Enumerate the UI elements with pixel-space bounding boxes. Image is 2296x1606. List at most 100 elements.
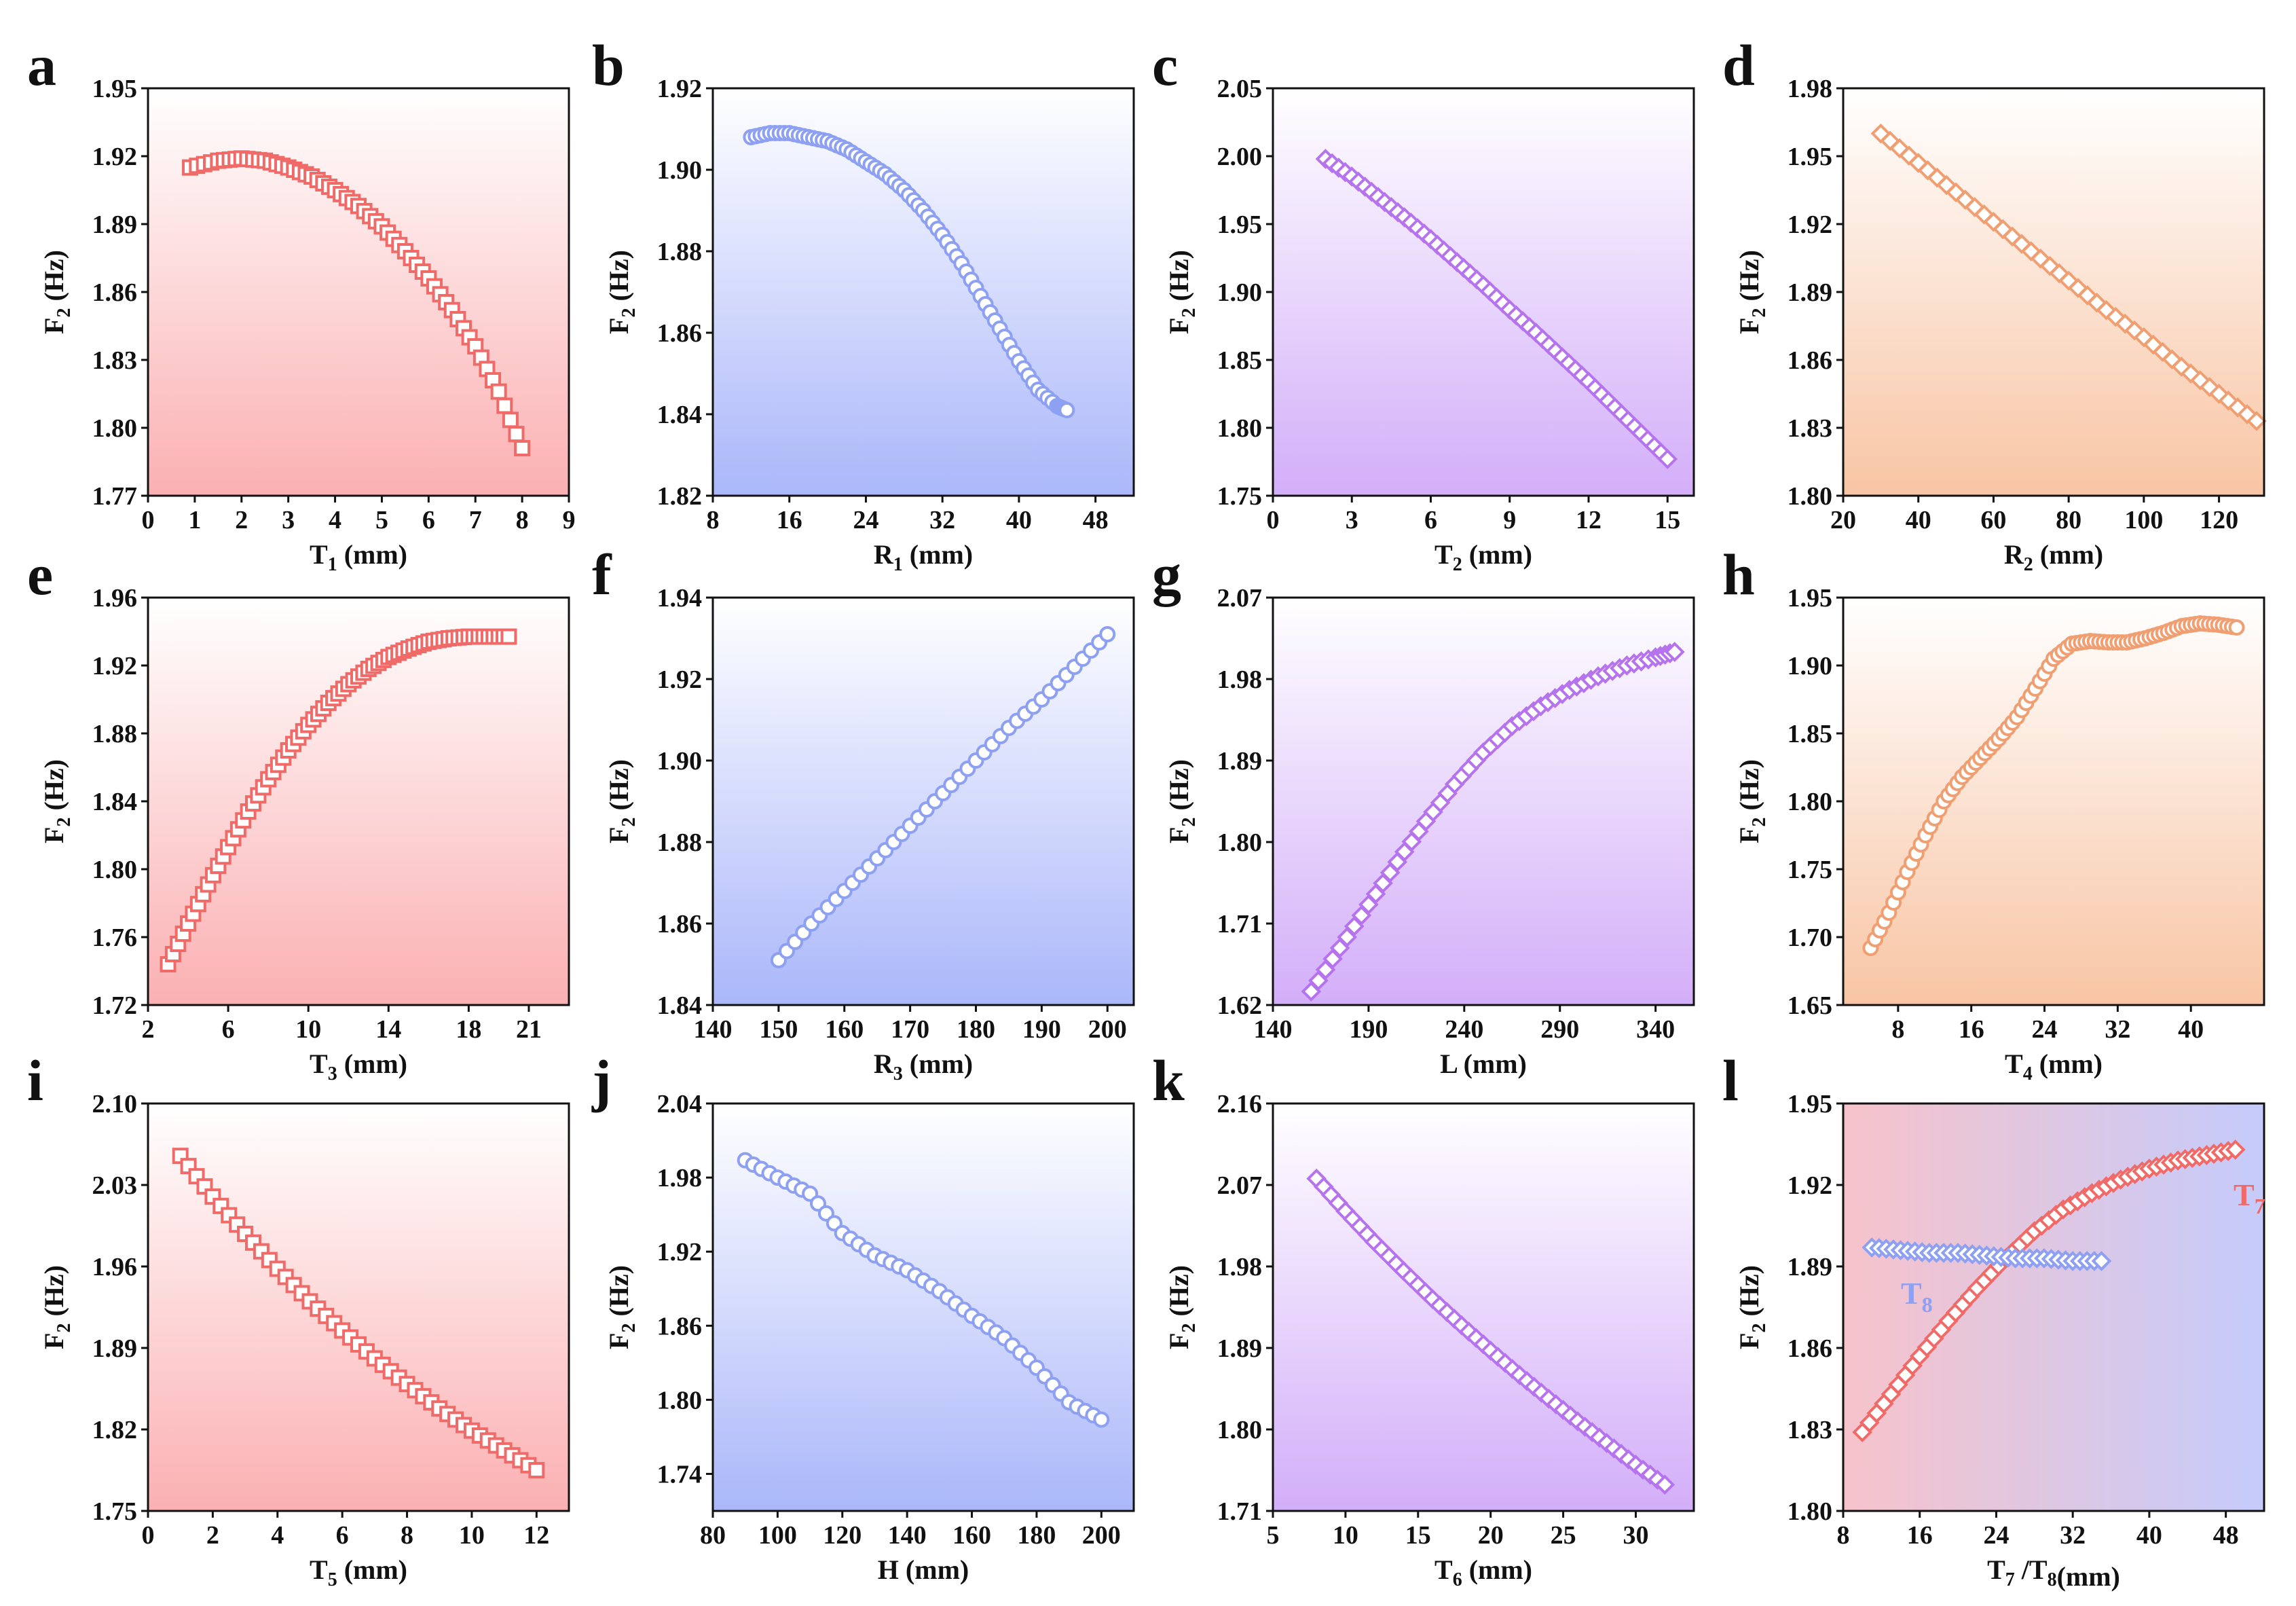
plot-frame <box>711 87 1135 497</box>
series-markers <box>770 626 1116 968</box>
y-tick-label: 1.83 <box>1788 414 1833 443</box>
y-tick-label: 2.07 <box>1217 1171 1263 1200</box>
y-axis-label: F2 (Hz) <box>39 1265 75 1349</box>
plot-background <box>148 598 569 1005</box>
panel-letter-f: f <box>592 542 612 607</box>
x-axis-label: T4 (mm) <box>2005 1048 2103 1084</box>
x-tick-label: 1 <box>188 506 201 534</box>
panel-e: 2 6 10 14 18 21 1.72 1.76 1.80 1.84 1.88 1.92 1.96 T3… <box>27 542 570 1084</box>
y-axis-label: F2 (Hz) <box>604 759 640 843</box>
y-tick-label: 1.65 <box>1788 991 1833 1020</box>
x-tick-label: 200 <box>1088 1015 1127 1044</box>
y-tick-label: 1.74 <box>657 1460 703 1489</box>
series-markers <box>1870 123 2267 431</box>
y-tick-label: 2.16 <box>1217 1090 1263 1118</box>
panel-f: 140 150 160 170 180 190 200 1.84 1.86 1.88 1.90 1.9… <box>592 542 1135 1084</box>
x-tick-label: 240 <box>1445 1015 1483 1044</box>
x-axis-label: T2 (mm) <box>1434 539 1532 575</box>
y-tick-label: 1.92 <box>92 652 138 680</box>
series-label-t8: T8 <box>1901 1276 1933 1317</box>
x-tick-label: 6 <box>222 1015 235 1044</box>
data-point <box>1099 626 1116 642</box>
x-axis-label: R2 (mm) <box>2004 539 2103 575</box>
panel-letter-g: g <box>1152 542 1181 607</box>
x-tick-label: 4 <box>271 1521 284 1550</box>
x-tick-label: 180 <box>1017 1521 1056 1550</box>
data-point <box>1058 402 1075 418</box>
y-tick-label: 1.92 <box>657 1238 703 1266</box>
panel-letter-h: h <box>1722 542 1755 607</box>
x-tick-label: 80 <box>2056 506 2081 534</box>
y-tick-label: 1.96 <box>92 584 138 613</box>
x-tick-label: 25 <box>1551 1521 1576 1550</box>
x-tick-label: 48 <box>2213 1521 2239 1550</box>
y-tick-label: 1.75 <box>1788 856 1833 884</box>
series-markers <box>743 125 1075 418</box>
y-tick-label: 1.83 <box>1788 1416 1833 1444</box>
y-tick-label: 1.89 <box>92 211 138 239</box>
x-tick-label: 24 <box>853 506 878 534</box>
plot-background <box>713 1103 1134 1511</box>
y-axis-label: F2 (Hz) <box>1164 759 1200 843</box>
y-axis-label: F2 (Hz) <box>1734 250 1770 334</box>
y-tick-label: 1.80 <box>1788 1497 1833 1526</box>
plot-background <box>713 88 1134 496</box>
x-axis-label: R3 (mm) <box>874 1048 973 1084</box>
x-tick-label: 100 <box>758 1521 797 1550</box>
series-markers <box>160 628 517 972</box>
x-tick-label: 190 <box>1349 1015 1388 1044</box>
panel-letter-c: c <box>1152 33 1178 98</box>
y-tick-label: 1.89 <box>1788 1253 1833 1281</box>
y-tick-label: 1.90 <box>657 747 703 775</box>
y-tick-label: 1.62 <box>1217 991 1263 1020</box>
y-tick-label: 1.80 <box>1788 788 1833 816</box>
y-tick-label: 1.70 <box>1788 924 1833 952</box>
plot-frame <box>1842 1102 2265 1512</box>
x-tick-label: 32 <box>929 506 955 534</box>
x-axis-label: T5 (mm) <box>310 1554 407 1590</box>
y-tick-label: 1.98 <box>657 1164 703 1192</box>
data-point <box>514 440 531 456</box>
series-markers <box>172 1148 545 1478</box>
data-point <box>2246 411 2267 431</box>
x-tick-label: 40 <box>1006 506 1032 534</box>
x-tick-label: 150 <box>759 1015 798 1044</box>
y-tick-label: 1.92 <box>92 143 138 171</box>
x-tick-label: 40 <box>2136 1521 2162 1550</box>
panel-i: 0 2 4 6 8 10 12 1.75 1.82 1.89 1.96 2.03 2.10 T5 (mm)… <box>27 1048 570 1590</box>
x-tick-label: 3 <box>1346 506 1358 534</box>
x-tick-label: 200 <box>1082 1521 1121 1550</box>
y-tick-label: 1.83 <box>92 346 138 375</box>
series-markers <box>182 150 531 456</box>
x-tick-label: 340 <box>1636 1015 1675 1044</box>
y-tick-label: 1.75 <box>92 1497 138 1526</box>
x-tick-label: 30 <box>1623 1521 1648 1550</box>
x-tick-label: 140 <box>694 1015 733 1044</box>
series-markers <box>1862 615 2245 956</box>
panel-g: 140 190 240 290 340 1.62 1.71 1.80 1.89 1.98 2.07 L… <box>1152 542 1695 1079</box>
data-point <box>2228 619 2245 636</box>
panel-a: 0 1 2 3 4 5 6 7 8 9 1.77 1.80 1.83 1.86 1.89 1.92 1.95 T1… <box>27 33 576 575</box>
panel-letter-l: l <box>1722 1048 1739 1113</box>
y-tick-label: 2.00 <box>1217 143 1263 171</box>
x-tick-label: 120 <box>823 1521 862 1550</box>
panel-letter-i: i <box>27 1048 43 1113</box>
data-point <box>528 1462 545 1478</box>
y-tick-label: 1.80 <box>1217 414 1263 443</box>
y-tick-label: 1.92 <box>657 75 703 103</box>
panel-letter-b: b <box>592 33 625 98</box>
x-tick-label: 160 <box>825 1015 864 1044</box>
x-tick-label: 20 <box>1478 1521 1504 1550</box>
x-tick-label: 5 <box>375 506 388 534</box>
y-tick-label: 1.94 <box>657 584 703 613</box>
x-tick-label: 2 <box>142 1015 155 1044</box>
x-tick-label: 8 <box>1837 1521 1850 1550</box>
x-tick-label: 170 <box>891 1015 929 1044</box>
x-tick-label: 180 <box>957 1015 995 1044</box>
y-tick-label: 1.80 <box>92 414 138 443</box>
panels: 0 1 2 3 4 5 6 7 8 91.771.801.831.861.891.921.95T1… <box>27 33 2267 1592</box>
series-markers <box>1852 1139 2246 1442</box>
y-tick-label: 1.88 <box>657 238 703 266</box>
y-axis-label: F2 (Hz) <box>39 759 75 843</box>
y-tick-label: 1.95 <box>1788 584 1833 613</box>
